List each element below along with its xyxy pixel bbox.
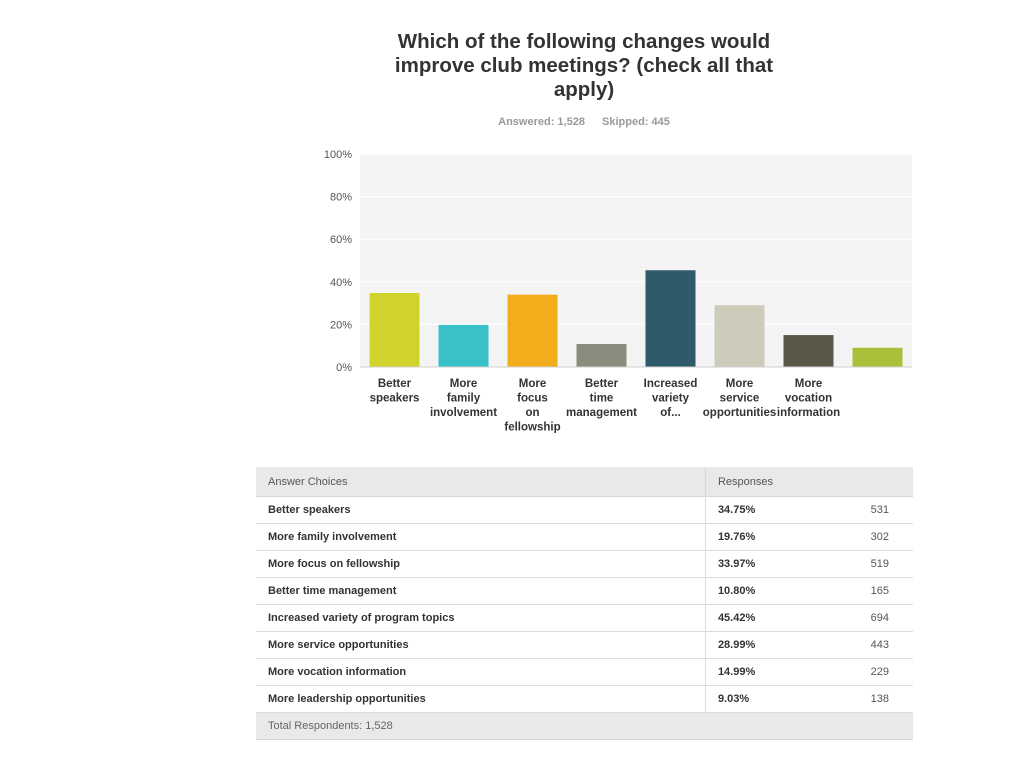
answered-count: Answered: 1,528 [498,116,585,128]
bar [369,292,420,367]
results-table: Answer Choices Responses Better speakers… [256,467,913,740]
table-row: More focus on fellowship 33.97% 519 [256,550,913,578]
response-percent: 45.42% [704,604,859,632]
x-tick-label: More [726,378,753,390]
response-count: 138 [858,685,913,713]
y-tick-label: 20% [330,319,352,331]
table-row: More family involvement 19.76% 302 [256,523,913,551]
responses-header: Responses [704,467,913,497]
answer-choice: More service opportunities [256,631,706,659]
x-tick-label: fellowship [504,422,560,434]
response-count: 694 [858,604,913,632]
answer-choice: Increased variety of program topics [256,604,706,632]
x-tick-label: Better [378,378,412,390]
skipped-count: Skipped: 445 [602,116,670,128]
response-percent: 14.99% [704,658,859,686]
y-tick-label: 40% [330,277,352,289]
x-tick-label: involvement [430,407,497,419]
x-tick-label: time [590,393,614,405]
response-count: 443 [858,631,913,659]
y-tick-label: 60% [330,234,352,246]
table-row: Better time management 10.80% 165 [256,577,913,605]
response-percent: 19.76% [704,523,859,551]
y-tick-label: 80% [330,192,352,204]
bar-chart: 0% 20% 40% 60% 80% 100% Better speakers More fami… [324,149,912,434]
x-tick-label: variety [652,393,690,405]
response-count: 531 [858,496,913,524]
x-tick-label: Increased [644,378,698,390]
bar [714,305,765,367]
x-tick-label: speakers [370,393,420,405]
x-tick-label: management [566,407,637,419]
x-tick-label: More [519,378,546,390]
table-body: Better speakers 34.75% 531 More family invo… [256,496,913,713]
x-tick-label: More [795,378,822,390]
answer-choices-header: Answer Choices [256,467,706,497]
response-count: 165 [858,577,913,605]
bar [576,343,627,367]
table-header-row: Answer Choices Responses [256,467,913,497]
response-percent: 10.80% [704,577,859,605]
answer-choice: More family involvement [256,523,706,551]
table-row: More leadership opportunities 9.03% 138 [256,685,913,713]
response-count: 229 [858,658,913,686]
x-tick-label: focus [517,393,548,405]
x-tick-label: More [450,378,477,390]
answer-choice: More focus on fellowship [256,550,706,578]
table-row: Better speakers 34.75% 531 [256,496,913,524]
bar [645,270,696,367]
response-count: 302 [858,523,913,551]
total-row: Total Respondents: 1,528 [256,712,913,740]
answer-choice: More vocation information [256,658,706,686]
response-percent: 9.03% [704,685,859,713]
x-tick-label: opportunities [703,407,776,419]
table-row: Increased variety of program topics 45.42… [256,604,913,632]
response-percent: 34.75% [704,496,859,524]
table-row: More service opportunities 28.99% 443 [256,631,913,659]
x-tick-label: information [777,407,840,419]
x-tick-label: vocation [785,393,832,405]
answer-choice: Better speakers [256,496,706,524]
bar [507,294,558,367]
response-percent: 28.99% [704,631,859,659]
x-tick-label: on [525,407,539,419]
answer-choice: More leadership opportunities [256,685,706,713]
y-tick-label: 0% [336,362,352,374]
response-stats: Answered: 1,528 Skipped: 445 [364,116,804,128]
response-percent: 33.97% [704,550,859,578]
chart-title: Which of the following changes would imp… [394,30,774,101]
response-count: 519 [858,550,913,578]
answer-choice: Better time management [256,577,706,605]
x-tick-label: family [447,393,481,405]
bar [438,324,489,367]
bar [783,335,834,367]
total-respondents: Total Respondents: 1,528 [256,712,913,740]
bar [852,347,903,367]
table-row: More vocation information 14.99% 229 [256,658,913,686]
x-tick-label: of... [660,407,680,419]
x-tick-label: Better [585,378,619,390]
y-tick-label: 100% [324,149,352,161]
x-tick-label: service [720,393,760,405]
